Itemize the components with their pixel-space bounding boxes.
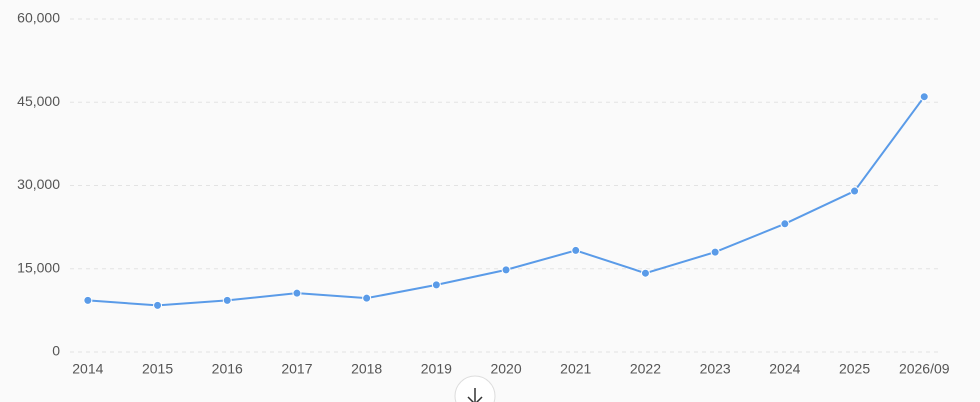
x-tick-label: 2019 xyxy=(421,361,452,377)
x-tick-label: 2017 xyxy=(281,361,312,377)
x-tick-label: 2024 xyxy=(769,361,800,377)
point xyxy=(640,268,650,278)
x-tick-label: 2020 xyxy=(490,361,521,377)
download-button[interactable] xyxy=(454,375,496,402)
x-tick-label: 2016 xyxy=(212,361,243,377)
x-tick-label: 2015 xyxy=(142,361,173,377)
x-tick-label: 2022 xyxy=(630,361,661,377)
point xyxy=(83,295,93,305)
y-tick-label: 0 xyxy=(52,343,60,359)
point xyxy=(362,293,372,303)
point xyxy=(431,280,441,290)
point xyxy=(850,186,860,196)
x-tick-label: 2026/09 xyxy=(899,361,950,377)
y-tick-label: 15,000 xyxy=(17,259,60,275)
point xyxy=(153,300,163,310)
point xyxy=(222,295,232,305)
point xyxy=(292,288,302,298)
x-tick-label: 2021 xyxy=(560,361,591,377)
point xyxy=(571,245,581,255)
x-tick-label: 2025 xyxy=(839,361,870,377)
y-tick-label: 60,000 xyxy=(17,10,60,26)
x-tick-label: 2023 xyxy=(700,361,731,377)
point xyxy=(710,247,720,257)
point xyxy=(501,265,511,275)
y-tick-label: 30,000 xyxy=(17,176,60,192)
download-icon[interactable] xyxy=(467,388,483,402)
x-tick-label: 2018 xyxy=(351,361,382,377)
point xyxy=(919,92,929,102)
x-tick-label: 2014 xyxy=(72,361,103,377)
point xyxy=(780,219,790,229)
y-tick-label: 45,000 xyxy=(17,93,60,109)
